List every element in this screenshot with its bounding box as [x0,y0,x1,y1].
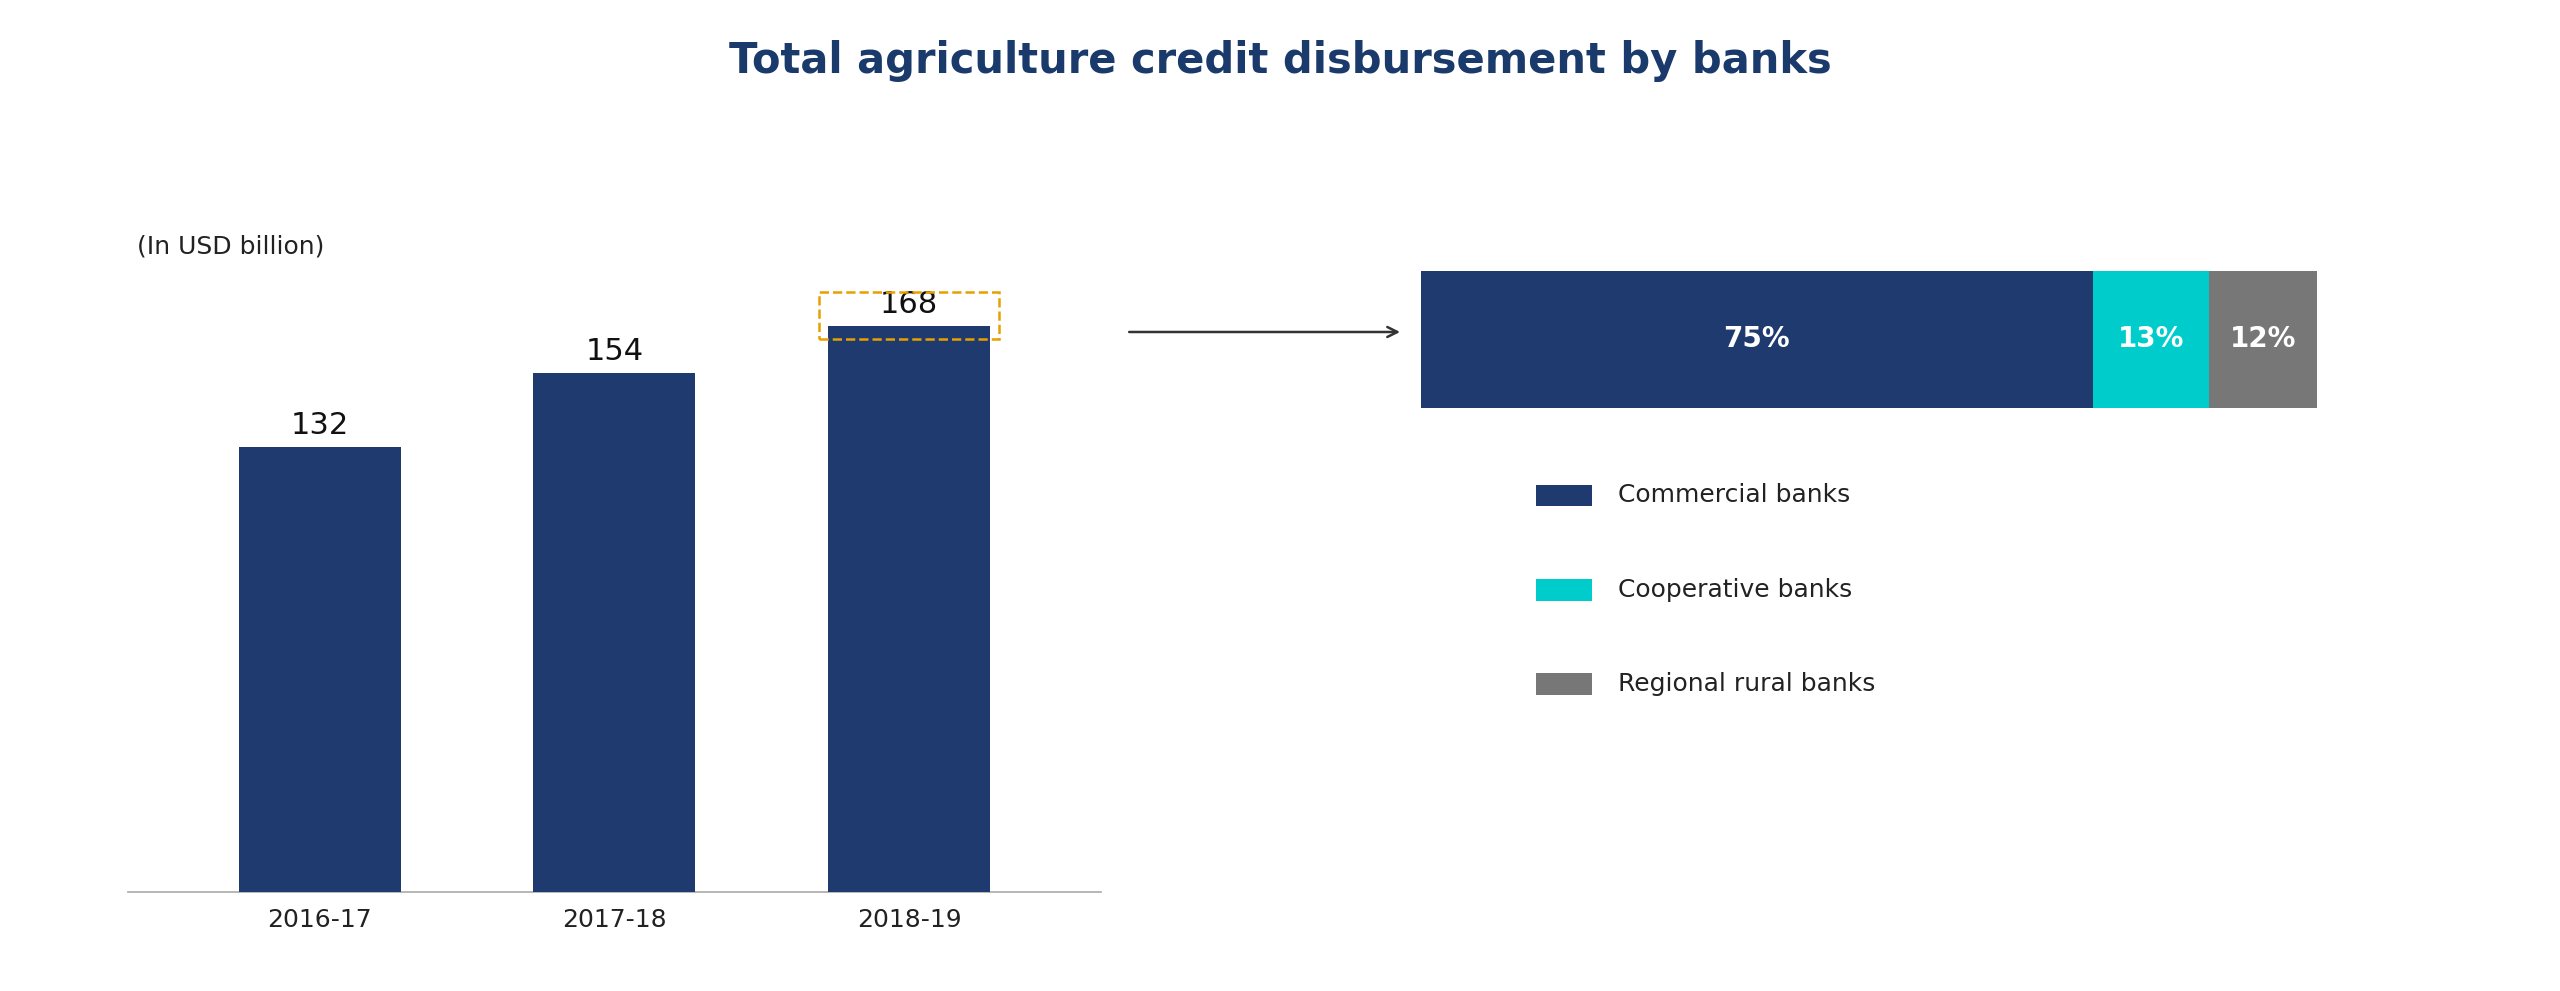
Bar [819,292,998,339]
Text: Commercial banks: Commercial banks [1618,484,1851,507]
Text: 12%: 12% [2230,325,2296,354]
Text: 154: 154 [586,337,643,367]
Text: 75%: 75% [1723,325,1789,354]
Bar [1421,272,2094,407]
Text: 132: 132 [289,411,348,440]
Bar [2209,272,2317,407]
Bar [238,447,402,892]
Bar [2094,272,2209,407]
Text: 13%: 13% [2117,325,2184,354]
Bar [532,373,696,892]
Text: (In USD billion): (In USD billion) [136,235,325,259]
Text: Total agriculture credit disbursement by banks: Total agriculture credit disbursement by… [730,40,1830,81]
Text: Cooperative banks: Cooperative banks [1618,578,1853,602]
Text: 168: 168 [881,290,940,319]
Bar [827,326,991,892]
Text: Regional rural banks: Regional rural banks [1618,672,1876,696]
